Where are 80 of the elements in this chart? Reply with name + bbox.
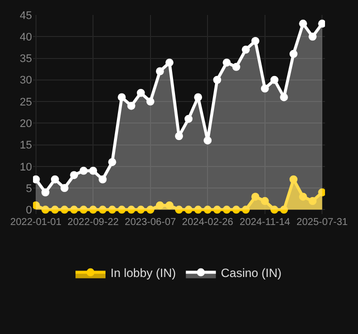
- y-tick-label: 20: [20, 118, 32, 130]
- point: [175, 206, 183, 214]
- point: [308, 32, 317, 41]
- point: [41, 188, 50, 196]
- point: [146, 206, 154, 214]
- point: [299, 192, 308, 201]
- x-tick-label: 2025-07-31: [296, 217, 348, 228]
- x-tick-label: 2022-01-01: [10, 217, 62, 228]
- point: [136, 88, 145, 97]
- legend-label: In lobby (IN): [110, 266, 176, 280]
- point: [222, 206, 231, 214]
- point: [41, 206, 50, 214]
- point: [260, 197, 269, 206]
- point: [251, 36, 260, 45]
- point: [194, 206, 202, 214]
- y-tick-label: 30: [20, 74, 32, 87]
- point: [108, 158, 116, 166]
- y-tick-label: 25: [20, 96, 32, 108]
- point: [33, 175, 40, 184]
- y-tick-label: 10: [20, 161, 32, 174]
- point: [108, 206, 116, 214]
- point: [146, 98, 154, 106]
- point: [127, 206, 136, 214]
- point: [98, 206, 107, 214]
- point: [136, 206, 145, 214]
- point: [270, 206, 278, 214]
- x-tick-label: 2024-02-26: [182, 217, 234, 228]
- point: [242, 206, 250, 214]
- point: [80, 166, 88, 175]
- x-tick-label: 2024-11-14: [240, 217, 291, 228]
- x-tick-label: 2023-06-07: [124, 217, 176, 228]
- point: [89, 166, 98, 175]
- point: [184, 114, 193, 123]
- point: [118, 93, 126, 102]
- x-tick-label: 2022-09-22: [68, 217, 120, 228]
- point: [118, 206, 126, 214]
- point: [204, 206, 212, 214]
- point: [50, 175, 59, 184]
- point: [213, 206, 222, 214]
- point: [290, 175, 298, 184]
- point: [299, 20, 308, 28]
- point: [70, 206, 78, 214]
- point: [232, 206, 240, 214]
- y-tick-label: 0: [26, 204, 32, 217]
- legend-label: Casino (IN): [220, 266, 282, 280]
- point: [70, 171, 78, 180]
- point: [260, 84, 269, 93]
- point: [308, 197, 317, 206]
- y-tick-label: 35: [20, 53, 32, 66]
- point: [213, 76, 222, 84]
- point: [280, 93, 288, 102]
- point: [251, 192, 260, 201]
- point: [184, 206, 193, 214]
- point: [60, 206, 68, 214]
- point: [175, 132, 183, 140]
- point: [156, 201, 164, 210]
- point: [318, 188, 325, 196]
- point: [98, 175, 107, 184]
- y-tick-label: 15: [20, 140, 32, 152]
- point: [165, 201, 174, 210]
- y-tick-label: 40: [20, 31, 32, 44]
- point: [270, 76, 278, 84]
- point: [50, 206, 59, 214]
- point: [290, 50, 298, 58]
- point: [194, 93, 202, 102]
- point: [156, 67, 164, 76]
- point: [80, 206, 88, 214]
- y-tick-label: 5: [26, 182, 32, 195]
- point: [318, 20, 325, 28]
- point: [127, 102, 136, 110]
- point: [204, 136, 212, 144]
- point: [165, 58, 174, 67]
- point: [60, 184, 68, 192]
- point: [242, 46, 250, 54]
- point: [232, 62, 240, 71]
- point: [280, 206, 288, 214]
- point: [89, 206, 98, 214]
- y-tick-label: 45: [20, 10, 32, 22]
- point: [222, 58, 231, 67]
- point: [33, 201, 40, 210]
